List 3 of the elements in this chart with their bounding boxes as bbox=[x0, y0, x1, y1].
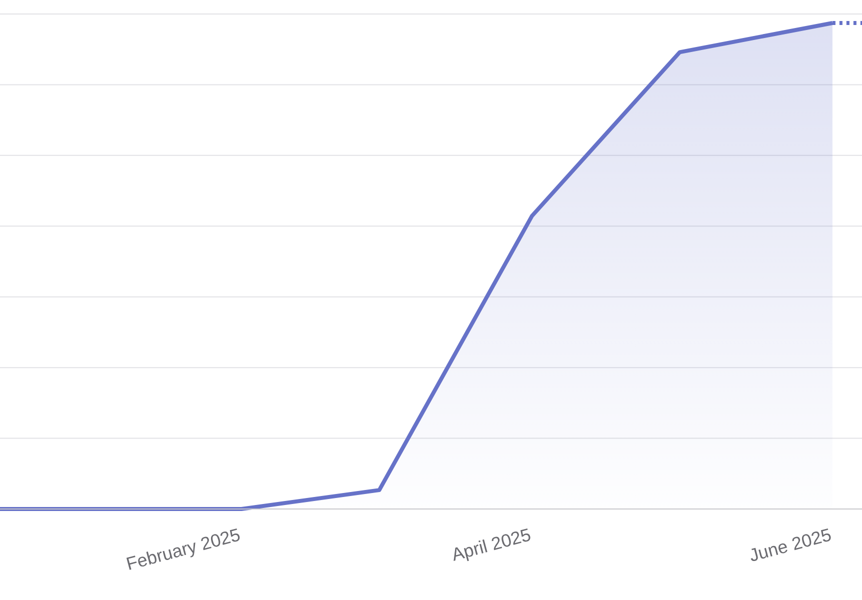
x-tick-label: February 2025 bbox=[124, 524, 242, 574]
x-tick-label: June 2025 bbox=[747, 524, 834, 566]
x-tick-label: April 2025 bbox=[450, 524, 534, 565]
